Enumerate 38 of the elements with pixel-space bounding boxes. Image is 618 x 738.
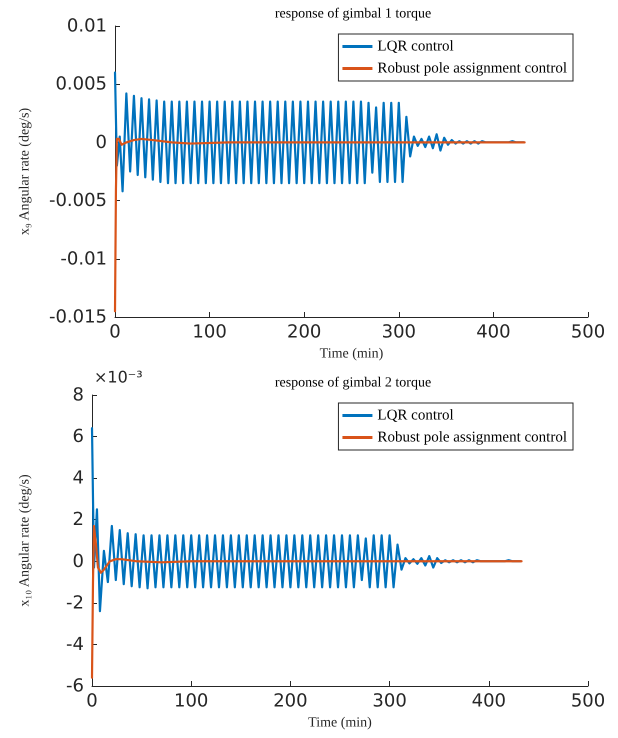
x-tick-label: 200 [273, 690, 308, 712]
y-tick-label: 8 [72, 384, 84, 406]
y-tick-label: 6 [72, 426, 84, 448]
x-tick-label: 100 [174, 690, 208, 712]
x-tick-label: 500 [570, 690, 606, 712]
line-series [90, 524, 523, 679]
legend-label: LQR control [377, 408, 454, 424]
legend-label: Robust pole assignment control [377, 60, 568, 76]
y-tick-label: 0.01 [66, 16, 107, 36]
legend-label: LQR control [377, 38, 454, 54]
x-tick-label: 200 [287, 322, 322, 342]
x-axis-title: Time (min) [320, 346, 384, 362]
legend-label: Robust pole assignment control [377, 430, 568, 446]
x-tick-label: 400 [472, 690, 506, 712]
y-tick-label: -0.01 [60, 248, 107, 270]
y-tick-label: 2 [72, 509, 84, 530]
chart-title: response of gimbal 2 torque [274, 376, 432, 390]
y-tick-label: 0.005 [55, 74, 107, 95]
x-axis-title: Time (min) [308, 716, 372, 730]
chart-title: response of gimbal 1 torque [274, 6, 432, 22]
x-tick-label: 100 [192, 322, 227, 342]
x-tick-label: 0 [109, 322, 121, 342]
y-tick-label: -2 [66, 592, 84, 614]
y-tick-label: -4 [66, 634, 84, 655]
y-tick-label: -0.015 [48, 306, 107, 328]
y-axis-title: x₉ Angular rate (deg/s) [18, 107, 32, 236]
y-tick-label: 4 [72, 468, 84, 489]
y-tick-label: 0 [96, 132, 107, 153]
y-tick-label: 0 [72, 550, 84, 572]
line-series [114, 138, 526, 312]
y-axis-title: x₁₀ Angular rate (deg/s) [18, 474, 32, 607]
x-tick-label: 300 [382, 322, 416, 342]
x-tick-label: 300 [372, 690, 407, 712]
y-tick-label: -6 [66, 676, 84, 696]
x-tick-label: 500 [570, 322, 606, 342]
y-tick-label: -0.005 [48, 190, 107, 212]
text: ×10⁻³ [94, 368, 143, 386]
x-tick-label: 400 [476, 322, 511, 342]
